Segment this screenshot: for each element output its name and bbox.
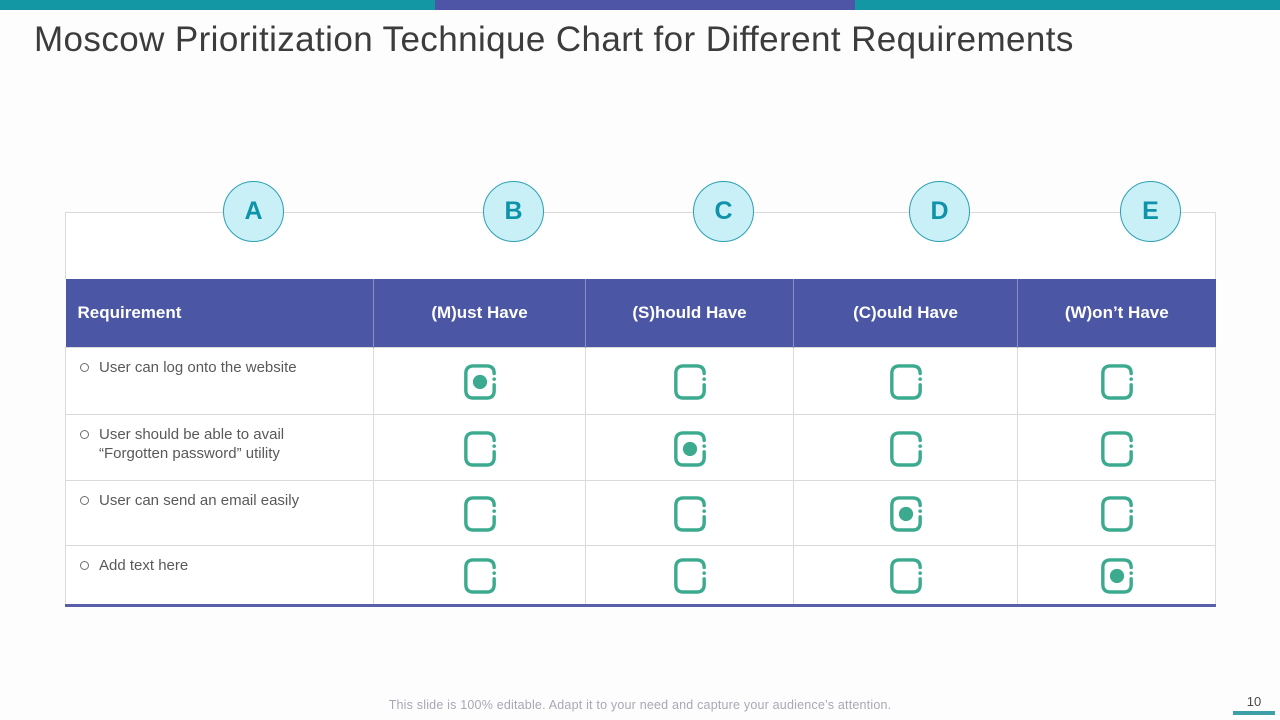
requirements-table: Requirement (M)ust Have (S)hould Have (C… — [64, 212, 1217, 607]
column-header-requirement: Requirement — [65, 279, 374, 348]
slide-title: Moscow Prioritization Technique Chart fo… — [34, 20, 1074, 59]
requirement-text: User can send an email easily — [99, 492, 300, 509]
badge-a: A — [223, 181, 284, 242]
footer-note: This slide is 100% editable. Adapt it to… — [388, 698, 892, 712]
bullet-icon — [80, 430, 89, 439]
page-number-text: 10 — [1246, 694, 1262, 709]
checkbox-cell-unchecked — [793, 545, 1018, 606]
unchecked-checkbox-icon — [463, 430, 496, 467]
requirement-text: User should be able to avail “Forgotten … — [99, 426, 285, 462]
unchecked-checkbox-icon — [463, 558, 496, 594]
unchecked-checkbox-icon — [463, 496, 496, 532]
requirement-cell: User should be able to avail “Forgotten … — [65, 414, 374, 481]
checkbox-cell-unchecked — [373, 414, 586, 481]
badge-c: C — [693, 181, 754, 242]
unchecked-checkbox-icon — [1100, 364, 1133, 400]
checkbox-cell-unchecked — [1016, 347, 1217, 415]
requirement-cell: Add text here — [65, 545, 374, 606]
table-row: User can send an email easily — [65, 480, 1217, 546]
table-header-row: Requirement (M)ust Have (S)hould Have (C… — [65, 279, 1216, 348]
badge-d: D — [909, 181, 970, 242]
badge-e: E — [1120, 181, 1181, 242]
requirement-text: User can log onto the website — [99, 359, 297, 376]
moscow-table: A B C D E Requirement (M)ust Have (S)hou… — [64, 181, 1217, 607]
column-header-wont-have: (W)on’t Have — [1017, 279, 1216, 348]
requirement-text: Add text here — [99, 557, 189, 574]
bullet-icon — [80, 496, 89, 505]
unchecked-checkbox-icon — [673, 364, 706, 400]
unchecked-checkbox-icon — [889, 364, 922, 400]
checkbox-cell-checked — [793, 480, 1018, 546]
unchecked-checkbox-icon — [1100, 430, 1133, 467]
column-header-could-have: (C)ould Have — [793, 279, 1018, 348]
unchecked-checkbox-icon — [889, 558, 922, 594]
unchecked-checkbox-icon — [889, 430, 922, 467]
column-header-should-have: (S)hould Have — [585, 279, 794, 348]
requirement-cell: User can send an email easily — [65, 480, 374, 546]
table-row: User should be able to avail “Forgotten … — [65, 414, 1217, 481]
badge-b: B — [483, 181, 544, 242]
checkbox-cell-checked — [1016, 545, 1217, 606]
checkbox-cell-unchecked — [373, 480, 586, 546]
checkbox-cell-unchecked — [585, 347, 794, 415]
column-header-must-have: (M)ust Have — [373, 279, 586, 348]
table-row: User can log onto the website — [65, 347, 1217, 415]
checked-checkbox-icon — [889, 496, 922, 532]
checkbox-cell-checked — [585, 414, 794, 481]
requirement-cell: User can log onto the website — [65, 347, 374, 415]
top-accent-bar-teal — [0, 0, 1280, 10]
checkbox-cell-unchecked — [793, 414, 1018, 481]
table-body: User can log onto the website User should… — [65, 347, 1217, 606]
bullet-icon — [80, 561, 89, 570]
checked-checkbox-icon — [463, 364, 496, 400]
checkbox-cell-checked — [373, 347, 586, 415]
top-accent-bar-purple — [435, 0, 855, 10]
unchecked-checkbox-icon — [673, 558, 706, 594]
checked-checkbox-icon — [673, 430, 706, 467]
checkbox-cell-unchecked — [585, 545, 794, 606]
checked-checkbox-icon — [1100, 558, 1133, 594]
checkbox-cell-unchecked — [373, 545, 586, 606]
checkbox-cell-unchecked — [1016, 480, 1217, 546]
bullet-icon — [80, 363, 89, 372]
table-row: Add text here — [65, 545, 1217, 606]
unchecked-checkbox-icon — [673, 496, 706, 532]
checkbox-cell-unchecked — [1016, 414, 1217, 481]
checkbox-cell-unchecked — [793, 347, 1018, 415]
checkbox-cell-unchecked — [585, 480, 794, 546]
page-number: 10 — [1233, 694, 1275, 715]
unchecked-checkbox-icon — [1100, 496, 1133, 532]
page-number-accent-bar — [1233, 711, 1275, 715]
